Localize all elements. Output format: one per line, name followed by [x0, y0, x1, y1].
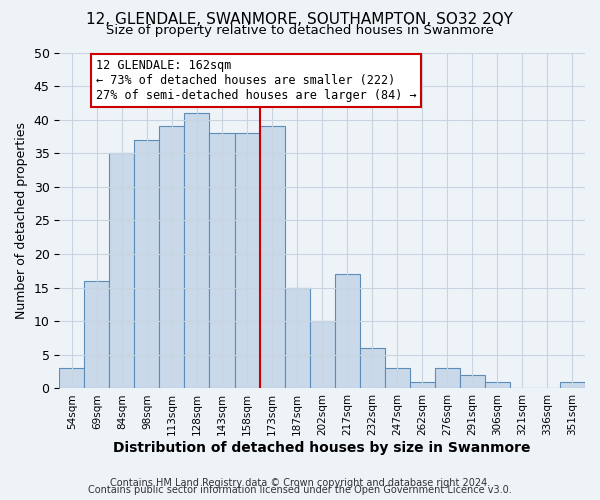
Bar: [359, 348, 385, 389]
Bar: [310, 322, 335, 388]
Bar: [485, 382, 510, 388]
Bar: [335, 274, 359, 388]
X-axis label: Distribution of detached houses by size in Swanmore: Distribution of detached houses by size …: [113, 441, 531, 455]
Bar: [410, 382, 435, 388]
Text: Size of property relative to detached houses in Swanmore: Size of property relative to detached ho…: [106, 24, 494, 37]
Bar: [59, 368, 85, 388]
Bar: [435, 368, 460, 388]
Text: 12 GLENDALE: 162sqm
← 73% of detached houses are smaller (222)
27% of semi-detac: 12 GLENDALE: 162sqm ← 73% of detached ho…: [96, 59, 417, 102]
Bar: [284, 288, 310, 388]
Bar: [385, 368, 410, 388]
Text: Contains HM Land Registry data © Crown copyright and database right 2024.: Contains HM Land Registry data © Crown c…: [110, 478, 490, 488]
Bar: [184, 113, 209, 388]
Text: 12, GLENDALE, SWANMORE, SOUTHAMPTON, SO32 2QY: 12, GLENDALE, SWANMORE, SOUTHAMPTON, SO3…: [86, 12, 514, 28]
Bar: [260, 126, 284, 388]
Bar: [460, 375, 485, 388]
Bar: [209, 133, 235, 388]
Bar: [560, 382, 585, 388]
Bar: [109, 154, 134, 388]
Text: Contains public sector information licensed under the Open Government Licence v3: Contains public sector information licen…: [88, 485, 512, 495]
Bar: [134, 140, 160, 388]
Bar: [85, 281, 109, 388]
Y-axis label: Number of detached properties: Number of detached properties: [15, 122, 28, 319]
Bar: [235, 133, 260, 388]
Bar: [160, 126, 184, 388]
